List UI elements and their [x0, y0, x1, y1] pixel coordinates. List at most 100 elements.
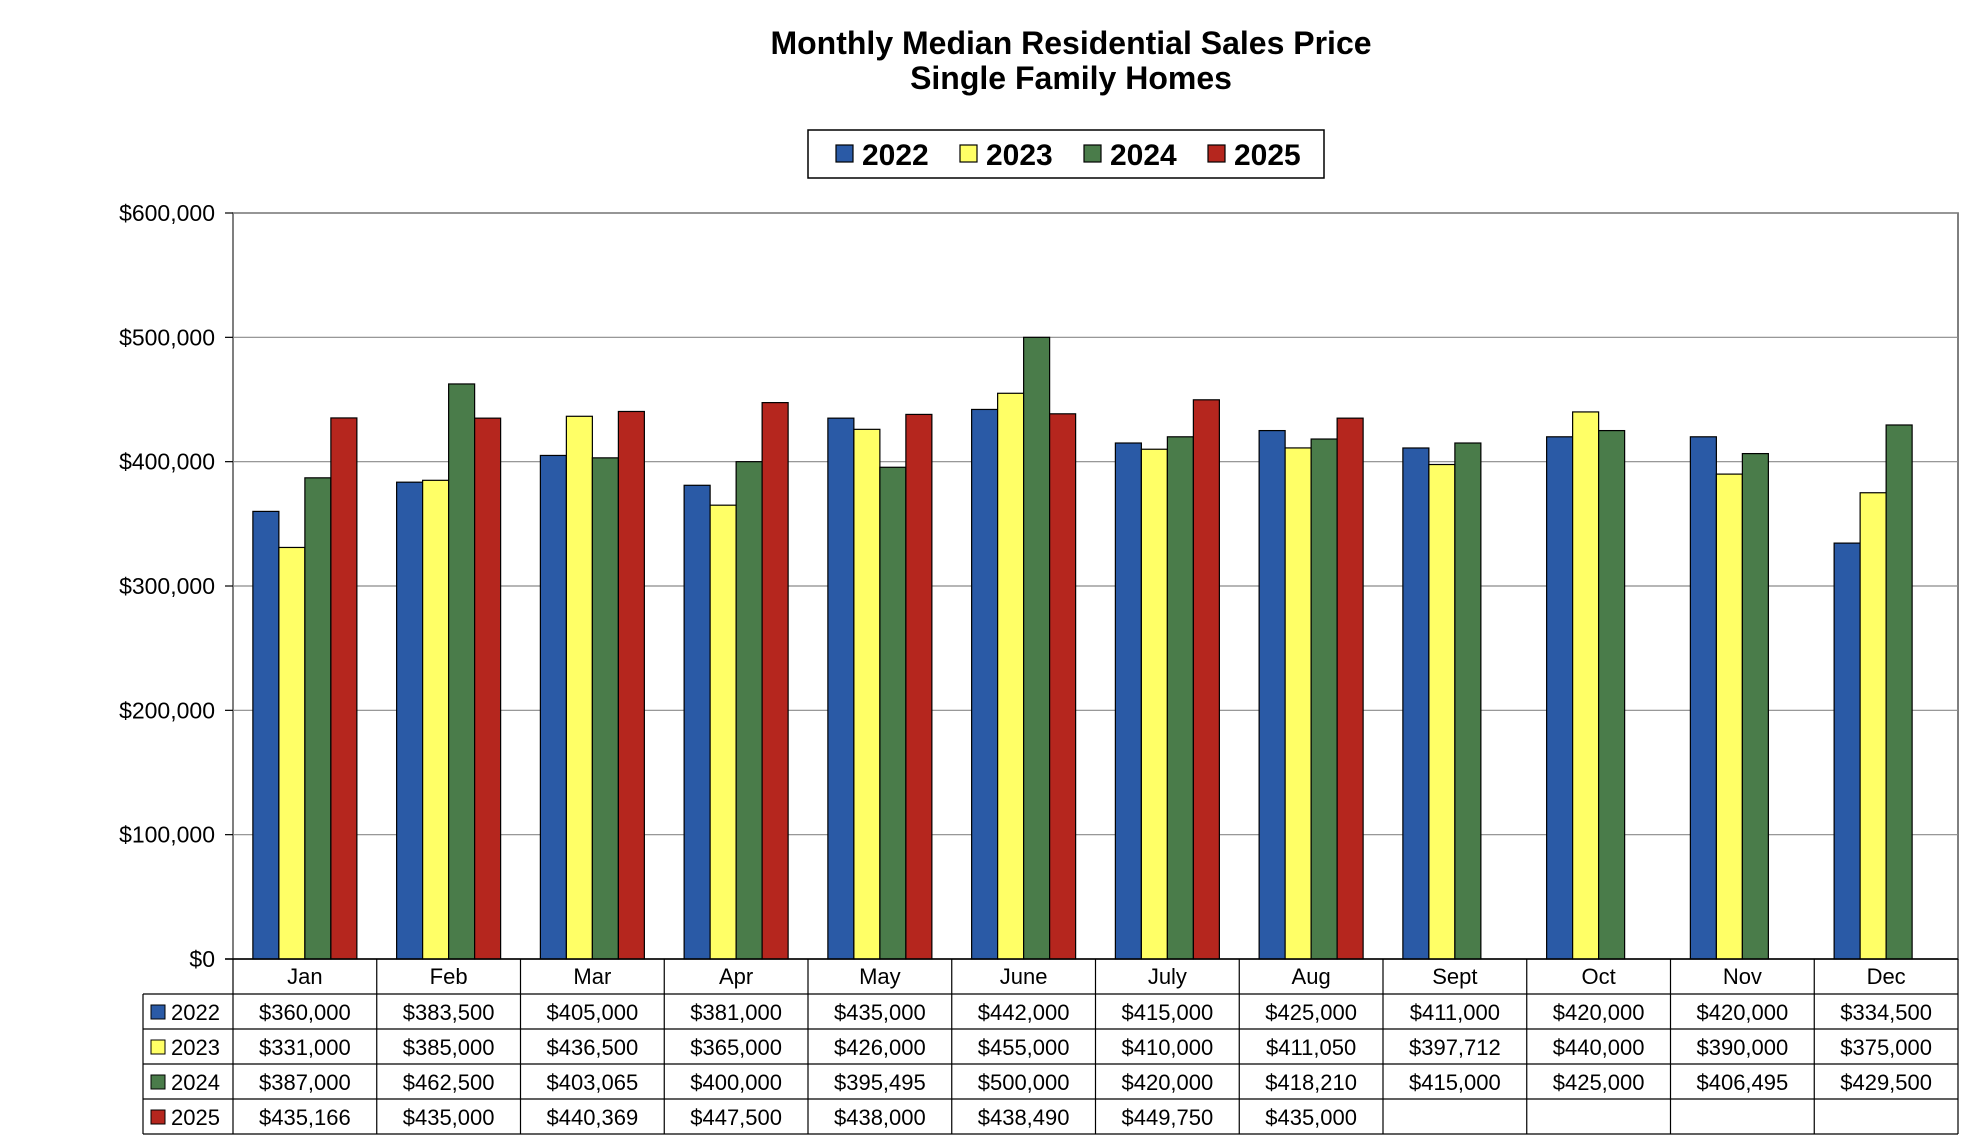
bar-2023-apr	[709, 504, 737, 960]
category-label: June	[1000, 964, 1048, 989]
table-cell-value: $420,000	[1696, 1000, 1788, 1025]
table-cell-value: $415,000	[1409, 1070, 1501, 1095]
table-cell-value: $462,500	[403, 1070, 495, 1095]
category-label: Oct	[1582, 964, 1616, 989]
bar-2024-nov	[1741, 452, 1769, 960]
chart-title: Monthly Median Residential Sales Price	[770, 25, 1371, 61]
bar-2024-aug	[1310, 438, 1338, 960]
legend-label-2024: 2024	[1110, 139, 1177, 172]
table-cell-value: $435,000	[834, 1000, 926, 1025]
table-cell-value: $442,000	[978, 1000, 1070, 1025]
table-cell-value: $425,000	[1265, 1000, 1357, 1025]
data-table: Jan Feb Mar Apr May June July Aug Sept Oct Nov Dec 2…	[142, 959, 1959, 1135]
bar-2025-july	[1192, 399, 1220, 960]
table-cell-value: $425,000	[1553, 1070, 1645, 1095]
bar-2024-feb	[448, 383, 476, 960]
category-label: July	[1148, 964, 1187, 989]
table-cell-value: $420,000	[1553, 1000, 1645, 1025]
table-cell-value: $440,369	[546, 1105, 638, 1130]
bar-2024-jan	[304, 477, 332, 960]
table-series-name: 2024	[171, 1070, 220, 1095]
bar-2023-jan	[278, 546, 306, 960]
table-cell-value: $390,000	[1696, 1035, 1788, 1060]
table-cell-value: $397,712	[1409, 1035, 1501, 1060]
category-label: Dec	[1867, 964, 1906, 989]
bar-2024-may	[879, 466, 907, 960]
bar-2025-apr	[761, 402, 789, 960]
y-tick-label: $0	[189, 946, 215, 972]
table-cell-value: $440,000	[1553, 1035, 1645, 1060]
bar-2022-dec	[1833, 542, 1861, 960]
table-series-name: 2022	[171, 1000, 220, 1025]
table-cell-value: $426,000	[834, 1035, 926, 1060]
y-tick-label: $300,000	[119, 573, 215, 599]
legend: 2022 2023 2024 2025	[807, 129, 1325, 179]
table-series-name: 2025	[171, 1105, 220, 1130]
bar-2022-oct	[1546, 436, 1574, 960]
table-cell-value: $449,750	[1121, 1105, 1213, 1130]
table-cell-value: $429,500	[1840, 1070, 1932, 1095]
bar-2024-apr	[735, 461, 763, 960]
table-cell-value: $420,000	[1121, 1070, 1213, 1095]
bar-2023-may	[853, 428, 881, 960]
bar-2023-feb	[422, 479, 450, 960]
table-cell-value: $387,000	[259, 1070, 351, 1095]
table-series-name: 2023	[171, 1035, 220, 1060]
bar-2022-apr	[683, 484, 711, 960]
category-label: Sept	[1432, 964, 1477, 989]
table-cell-value: $411,000	[1410, 1000, 1500, 1025]
bar-2025-june	[1049, 413, 1077, 960]
bar-2022-may	[827, 417, 855, 960]
table-cell-value: $418,210	[1265, 1070, 1357, 1095]
y-tick-label: $500,000	[119, 324, 215, 350]
chart-subtitle: Single Family Homes	[910, 60, 1232, 96]
category-label: Feb	[430, 964, 468, 989]
table-cell-value: $436,500	[546, 1035, 638, 1060]
table-cell-value: $365,000	[690, 1035, 782, 1060]
legend-swatch-2023	[959, 144, 978, 163]
legend-box	[807, 129, 1325, 179]
legend-label-2023: 2023	[986, 139, 1053, 172]
table-cell-value: $435,000	[403, 1105, 495, 1130]
table-series-swatch	[150, 1039, 166, 1055]
table-cell-value: $455,000	[978, 1035, 1070, 1060]
bar-2022-feb	[396, 481, 424, 960]
bar-2024-oct	[1598, 429, 1626, 960]
table-cell-value: $410,000	[1121, 1035, 1213, 1060]
table-cell-value: $395,495	[834, 1070, 926, 1095]
legend-swatch-2025	[1207, 144, 1226, 163]
legend-label-2022: 2022	[862, 139, 929, 172]
y-tick-label: $200,000	[119, 697, 215, 723]
legend-label-2025: 2025	[1234, 139, 1301, 172]
table-cell-value: $383,500	[403, 1000, 495, 1025]
bar-2024-mar	[591, 457, 619, 960]
table-cell-value: $435,166	[259, 1105, 351, 1130]
bar-2023-dec	[1859, 492, 1887, 960]
bar-2025-jan	[330, 417, 358, 960]
table-series-swatch	[150, 1109, 166, 1125]
bar-2025-feb	[474, 417, 502, 960]
bar-2025-aug	[1336, 417, 1364, 960]
bar-2024-dec	[1885, 424, 1913, 960]
bar-2023-mar	[565, 415, 593, 960]
category-label: Jan	[287, 964, 322, 989]
table-cell-value: $405,000	[546, 1000, 638, 1025]
bar-2022-june	[971, 408, 999, 960]
table-cell-value: $381,000	[690, 1000, 782, 1025]
bar-2023-nov	[1715, 473, 1743, 960]
category-label: Apr	[719, 964, 753, 989]
table-cell-value: $435,000	[1265, 1105, 1357, 1130]
plot-area: $0 $100,000 $200,000 $300,000 $400,000 $500,0…	[119, 200, 1959, 972]
table-cell-value: $403,065	[546, 1070, 638, 1095]
table-cell-value: $331,000	[259, 1035, 351, 1060]
y-tick-label: $400,000	[119, 449, 215, 475]
legend-swatch-2024	[1083, 144, 1102, 163]
table-cell-value: $447,500	[690, 1105, 782, 1130]
table-series-swatch	[150, 1074, 166, 1090]
bar-2023-july	[1140, 448, 1168, 960]
bar-2022-nov	[1689, 436, 1717, 960]
bar-2023-aug	[1284, 447, 1312, 960]
bar-2023-sept	[1428, 463, 1456, 960]
bar-2023-june	[997, 392, 1025, 960]
category-label: Aug	[1292, 964, 1331, 989]
